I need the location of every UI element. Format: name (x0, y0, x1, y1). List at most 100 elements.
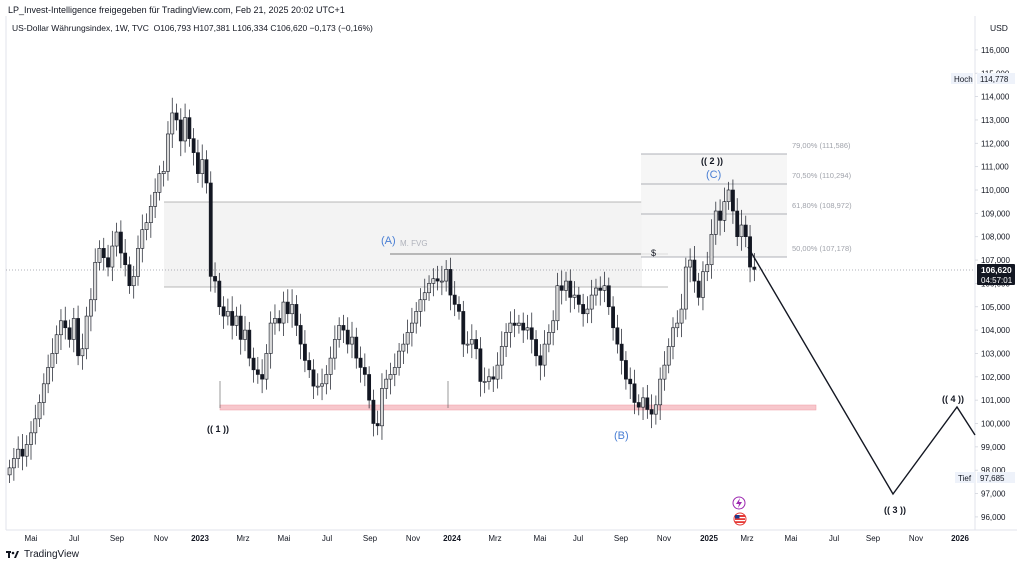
candles (7, 97, 757, 484)
fvg-label: M. FVG (400, 239, 428, 248)
countdown: 04:57:01 (981, 276, 1013, 285)
candle (551, 310, 556, 346)
candle (230, 296, 235, 340)
candle (191, 128, 196, 166)
candle (499, 331, 504, 380)
time-tick-label: Mai (278, 534, 291, 543)
high-value: 114,778 (980, 75, 1009, 84)
candle (581, 293, 586, 327)
fib-label: 50,00% (107,178) (792, 244, 852, 253)
candle (110, 230, 115, 282)
candle (118, 220, 123, 269)
time-tick-label: Mrz (236, 534, 249, 543)
candle (24, 435, 29, 467)
candle (247, 321, 252, 367)
price-tick-label: 98,000 (981, 466, 1006, 475)
candle (76, 305, 80, 366)
candle (444, 260, 449, 292)
candle (123, 239, 128, 277)
wave-4-label: (( 4 )) (942, 394, 964, 404)
footer-brand[interactable]: TradingView (24, 549, 80, 560)
time-axis[interactable]: Mai Jul Sep Nov 2023 Mrz Mai Jul Sep Nov 2024 Mrz Ma… (25, 534, 970, 543)
candle (375, 410, 380, 436)
candle (542, 330, 547, 377)
candle (653, 395, 658, 425)
footer: TradingView (6, 549, 79, 560)
candle (97, 240, 102, 271)
fib-label: 61,80% (108,972) (792, 201, 852, 210)
candle (397, 342, 401, 376)
candle (41, 373, 46, 416)
candle (465, 331, 470, 354)
symbol-name[interactable]: US-Dollar Währungsindex, 1W, TVC (12, 23, 149, 33)
candle (512, 309, 517, 338)
candle (735, 198, 740, 247)
time-tick-label: Sep (866, 534, 881, 543)
price-tick-label: 97,000 (981, 490, 1006, 499)
candle (392, 353, 397, 387)
candle (602, 271, 607, 303)
candle (106, 244, 110, 277)
dollar-marker: $ (651, 248, 656, 258)
candle (320, 368, 324, 401)
time-tick-label: Nov (154, 534, 168, 543)
candle (183, 103, 187, 153)
price-tick-label: 116,000 (981, 46, 1010, 55)
lightning-icon[interactable] (732, 496, 746, 510)
candle (170, 97, 175, 148)
candle (713, 201, 718, 245)
time-tick-label: Jul (573, 534, 583, 543)
price-tick-label: 103,000 (981, 349, 1010, 358)
candle (731, 179, 735, 224)
candle (178, 108, 183, 157)
symbol-info: US-Dollar Währungsindex, 1W, TVC O106,79… (12, 23, 373, 33)
price-tick-label: 112,000 (981, 139, 1010, 148)
candle (525, 314, 530, 340)
currency-label: USD (990, 23, 1008, 33)
candle (221, 296, 226, 329)
us-flag-icon[interactable] (733, 512, 747, 526)
price-tick-label: 105,000 (981, 303, 1010, 312)
candle (474, 330, 479, 360)
candle (166, 121, 170, 181)
candle (315, 373, 320, 396)
candle (696, 272, 701, 306)
candle (615, 314, 620, 354)
low-label: Tief (958, 474, 972, 483)
candle (200, 144, 205, 188)
candle (414, 302, 419, 334)
candle (161, 160, 166, 187)
candle (641, 387, 645, 420)
candle (255, 356, 260, 384)
candle (521, 312, 526, 343)
candle (705, 251, 710, 282)
tradingview-logo-icon (6, 550, 19, 558)
candle (439, 265, 444, 296)
candle (127, 256, 132, 294)
last-price-value: 106,620 (981, 265, 1012, 275)
time-tick-label: Mai (534, 534, 547, 543)
candle (422, 278, 427, 312)
price-tick-label: 111,000 (981, 163, 1009, 172)
candle (174, 103, 179, 131)
candle (268, 311, 273, 369)
wave-2-label: (( 2 )) (701, 156, 723, 166)
candle (157, 165, 162, 201)
candle (585, 296, 590, 324)
candle (743, 215, 748, 248)
candle (63, 306, 68, 340)
time-tick-label: Sep (363, 534, 378, 543)
candle (431, 268, 436, 297)
candle (213, 262, 217, 293)
low-value: 97,685 (980, 474, 1005, 483)
candle (688, 248, 693, 283)
candle (290, 289, 294, 328)
candle (29, 421, 33, 460)
price-tick-label: 114,000 (981, 93, 1010, 102)
candle (679, 293, 684, 338)
candle (153, 178, 158, 219)
candle (529, 312, 534, 354)
candle (658, 367, 663, 420)
last-price-tag: 106,620 04:57:01 (977, 264, 1015, 285)
